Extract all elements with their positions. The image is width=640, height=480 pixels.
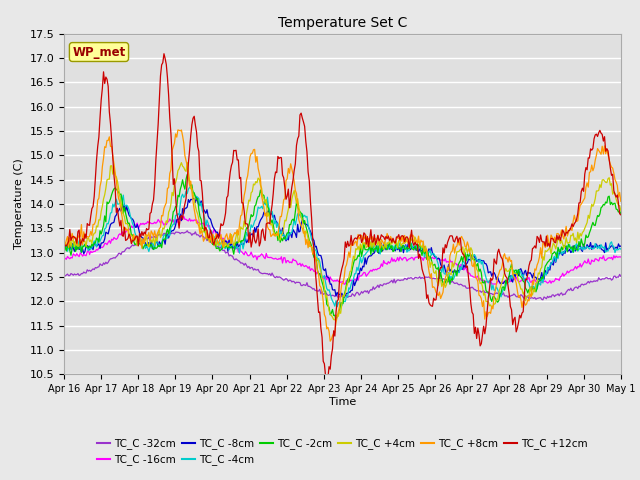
TC_C -32cm xyxy=(399,277,407,283)
TC_C +12cm xyxy=(401,239,408,245)
TC_C -32cm xyxy=(539,297,547,303)
Text: WP_met: WP_met xyxy=(72,46,125,59)
TC_C +12cm xyxy=(234,157,242,163)
TC_C -8cm xyxy=(401,244,408,250)
Line: TC_C -4cm: TC_C -4cm xyxy=(64,186,621,307)
TC_C -16cm xyxy=(296,260,304,266)
TC_C -4cm xyxy=(234,246,242,252)
TC_C +12cm xyxy=(617,212,625,217)
TC_C -32cm xyxy=(373,284,381,290)
TC_C -16cm xyxy=(374,265,381,271)
TC_C -4cm xyxy=(374,242,381,248)
TC_C +4cm xyxy=(331,317,339,323)
TC_C -8cm xyxy=(374,249,381,255)
TC_C -4cm xyxy=(568,246,576,252)
TC_C -8cm xyxy=(60,243,68,249)
TC_C -32cm xyxy=(296,280,304,286)
TC_C +4cm xyxy=(401,240,408,246)
TC_C -8cm xyxy=(234,244,242,250)
TC_C +12cm xyxy=(374,233,381,239)
Line: TC_C -16cm: TC_C -16cm xyxy=(64,216,621,284)
TC_C -2cm xyxy=(374,250,381,255)
TC_C +4cm xyxy=(568,233,576,239)
TC_C -8cm xyxy=(193,194,200,200)
TC_C -16cm xyxy=(401,255,408,261)
TC_C -2cm xyxy=(234,239,242,245)
TC_C -4cm xyxy=(617,246,625,252)
TC_C +8cm xyxy=(617,198,625,204)
TC_C -16cm xyxy=(234,249,242,255)
TC_C -8cm xyxy=(617,243,625,249)
TC_C -16cm xyxy=(568,267,576,273)
TC_C -4cm xyxy=(401,246,408,252)
TC_C -32cm xyxy=(617,274,625,279)
TC_C -2cm xyxy=(472,261,479,267)
TC_C +12cm xyxy=(568,221,576,227)
TC_C -32cm xyxy=(60,273,68,278)
TC_C -2cm xyxy=(568,244,576,250)
TC_C -8cm xyxy=(296,228,304,234)
Y-axis label: Temperature (C): Temperature (C) xyxy=(14,158,24,250)
Line: TC_C -32cm: TC_C -32cm xyxy=(64,231,621,300)
TC_C -32cm xyxy=(568,288,576,293)
Line: TC_C +4cm: TC_C +4cm xyxy=(64,163,621,320)
TC_C +12cm xyxy=(472,324,479,330)
TC_C +8cm xyxy=(401,233,408,239)
TC_C +4cm xyxy=(184,160,191,166)
TC_C +4cm xyxy=(296,211,304,216)
TC_C -2cm xyxy=(617,211,625,217)
TC_C +4cm xyxy=(60,242,68,248)
Line: TC_C -8cm: TC_C -8cm xyxy=(64,197,621,297)
TC_C -32cm xyxy=(470,287,478,292)
TC_C +8cm xyxy=(60,243,68,249)
TC_C +4cm xyxy=(472,262,479,267)
X-axis label: Time: Time xyxy=(329,397,356,407)
TC_C +4cm xyxy=(617,208,625,214)
Line: TC_C +12cm: TC_C +12cm xyxy=(64,54,621,378)
TC_C -4cm xyxy=(187,183,195,189)
TC_C +8cm xyxy=(234,232,242,238)
TC_C -8cm xyxy=(340,294,348,300)
TC_C -16cm xyxy=(60,254,68,260)
TC_C +8cm xyxy=(374,232,381,238)
TC_C +12cm xyxy=(160,51,168,57)
TC_C -16cm xyxy=(472,274,479,280)
TC_C -32cm xyxy=(184,228,191,234)
Line: TC_C +8cm: TC_C +8cm xyxy=(64,130,621,341)
TC_C -2cm xyxy=(401,246,408,252)
TC_C -8cm xyxy=(568,249,576,254)
TC_C +12cm xyxy=(296,112,304,118)
TC_C -8cm xyxy=(472,255,479,261)
TC_C -16cm xyxy=(180,214,188,219)
TC_C -16cm xyxy=(340,281,348,287)
TC_C -4cm xyxy=(333,304,341,310)
TC_C +8cm xyxy=(568,228,576,233)
TC_C +12cm xyxy=(60,240,68,246)
TC_C +8cm xyxy=(296,221,304,227)
TC_C -4cm xyxy=(60,243,68,249)
Legend: TC_C -32cm, TC_C -16cm, TC_C -8cm, TC_C -4cm, TC_C -2cm, TC_C +4cm, TC_C +8cm, T: TC_C -32cm, TC_C -16cm, TC_C -8cm, TC_C … xyxy=(93,434,591,469)
TC_C -2cm xyxy=(332,316,340,322)
TC_C -4cm xyxy=(472,253,479,259)
Title: Temperature Set C: Temperature Set C xyxy=(278,16,407,30)
Line: TC_C -2cm: TC_C -2cm xyxy=(64,175,621,319)
TC_C +4cm xyxy=(374,242,381,248)
TC_C -2cm xyxy=(184,172,191,178)
TC_C -16cm xyxy=(617,254,625,260)
TC_C +4cm xyxy=(234,240,242,245)
TC_C -2cm xyxy=(296,209,304,215)
TC_C +8cm xyxy=(326,338,334,344)
TC_C +8cm xyxy=(174,127,182,133)
TC_C +8cm xyxy=(472,275,479,281)
TC_C +12cm xyxy=(324,375,332,381)
TC_C -2cm xyxy=(60,251,68,256)
TC_C -4cm xyxy=(296,211,304,216)
TC_C -32cm xyxy=(234,258,242,264)
